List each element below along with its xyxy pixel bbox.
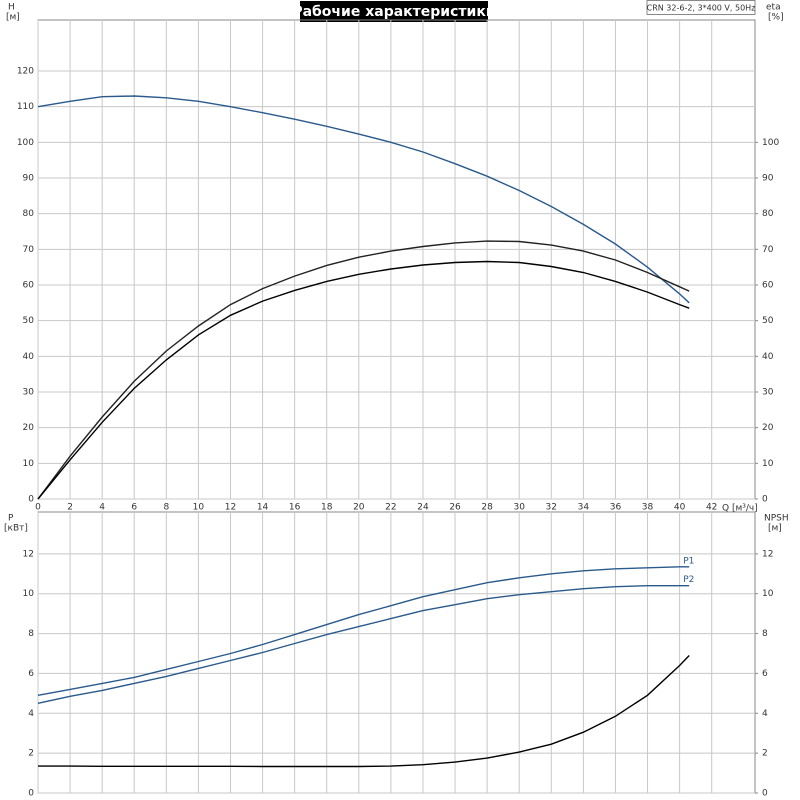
y-tick-label: 30 — [23, 388, 35, 398]
y-tick-label: 0 — [28, 789, 34, 799]
series-label: P1 — [683, 556, 694, 566]
y-label: H — [8, 3, 15, 13]
y-tick-label: 50 — [23, 316, 35, 326]
y2-tick-label: 10 — [762, 459, 774, 469]
y-tick-label: 4 — [28, 709, 34, 719]
series-line — [37, 240, 690, 500]
y2-tick-label: 70 — [762, 245, 774, 255]
y2-tick-label: 0 — [762, 495, 768, 505]
y-unit: [м] — [6, 13, 20, 23]
series-line — [38, 655, 690, 768]
y-tick-label: 90 — [23, 174, 35, 184]
y2-tick-label: 40 — [762, 352, 774, 362]
y-tick-label: 0 — [28, 495, 34, 505]
subtitle: CRN 32-6-2, 3*400 V, 50Hz — [647, 4, 756, 13]
title-box — [300, 1, 488, 22]
y-tick-label: 110 — [17, 102, 34, 112]
x-tick-label: 0 — [35, 503, 41, 513]
y-tick-label: 8 — [28, 629, 34, 639]
x-tick-label: 24 — [417, 503, 429, 513]
x-tick-label: 30 — [513, 503, 525, 513]
x-tick-label: 26 — [449, 503, 461, 513]
y2-tick-label: 12 — [762, 549, 773, 559]
y-tick-label: 12 — [23, 549, 34, 559]
y2-tick-label: 8 — [762, 629, 768, 639]
x-tick-label: 32 — [546, 503, 557, 513]
y2-tick-label: 10 — [762, 589, 774, 599]
x-tick-label: 22 — [385, 503, 396, 513]
y2-unit: [м] — [768, 524, 782, 534]
x-tick-label: 34 — [578, 503, 590, 513]
y2-tick-label: 20 — [762, 423, 774, 433]
y-unit: [кВт] — [4, 524, 28, 534]
y2-unit: [%] — [768, 13, 784, 23]
chart-title: Рабочие характеристики — [292, 4, 495, 20]
y-tick-label: 6 — [28, 669, 34, 679]
series-line — [37, 260, 690, 500]
x-tick-label: 42 — [706, 503, 717, 513]
y2-label: eta — [766, 3, 781, 13]
x-tick-label: 12 — [225, 503, 236, 513]
y-tick-label: 100 — [17, 138, 34, 148]
y2-tick-label: 80 — [762, 209, 774, 219]
x-tick-label: 10 — [193, 503, 205, 513]
y2-tick-label: 50 — [762, 316, 774, 326]
y2-tick-label: 60 — [762, 281, 774, 291]
y2-tick-label: 6 — [762, 669, 768, 679]
x-tick-label: 8 — [163, 503, 169, 513]
y2-tick-label: 4 — [762, 709, 768, 719]
x-label: Q [м³/ч] — [722, 504, 758, 514]
y-tick-label: 40 — [23, 352, 35, 362]
x-tick-label: 2 — [67, 503, 73, 513]
y-tick-label: 70 — [23, 245, 35, 255]
x-tick-label: 18 — [321, 503, 333, 513]
y-tick-label: 10 — [23, 589, 35, 599]
y2-label: NPSH — [764, 514, 789, 524]
y-tick-label: 10 — [23, 459, 35, 469]
x-tick-label: 36 — [610, 503, 622, 513]
y-tick-label: 2 — [28, 749, 34, 759]
series-line — [37, 566, 690, 696]
x-tick-label: 4 — [99, 503, 105, 513]
y-tick-label: 20 — [23, 423, 35, 433]
y-tick-label: 80 — [23, 209, 35, 219]
y-tick-label: 60 — [23, 281, 35, 291]
subtitle-box — [646, 0, 756, 15]
series-line — [37, 585, 690, 704]
series-label: P2 — [683, 575, 694, 585]
y-tick-label: 120 — [17, 67, 34, 77]
y-label: P — [8, 514, 14, 524]
x-tick-label: 40 — [674, 503, 686, 513]
y2-tick-label: 90 — [762, 174, 774, 184]
series-line — [37, 95, 690, 304]
y2-tick-label: 2 — [762, 749, 768, 759]
y2-tick-label: 100 — [762, 138, 779, 148]
y2-tick-label: 0 — [762, 789, 768, 799]
x-tick-label: 6 — [131, 503, 137, 513]
y2-tick-label: 30 — [762, 388, 774, 398]
x-tick-label: 20 — [353, 503, 365, 513]
x-tick-label: 14 — [257, 503, 269, 513]
x-tick-label: 16 — [289, 503, 301, 513]
x-tick-label: 28 — [481, 503, 493, 513]
x-tick-label: 38 — [642, 503, 654, 513]
